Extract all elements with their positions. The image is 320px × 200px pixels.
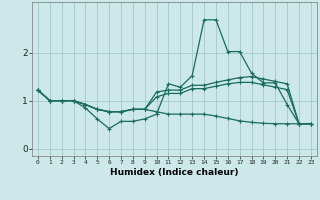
- X-axis label: Humidex (Indice chaleur): Humidex (Indice chaleur): [110, 168, 239, 177]
